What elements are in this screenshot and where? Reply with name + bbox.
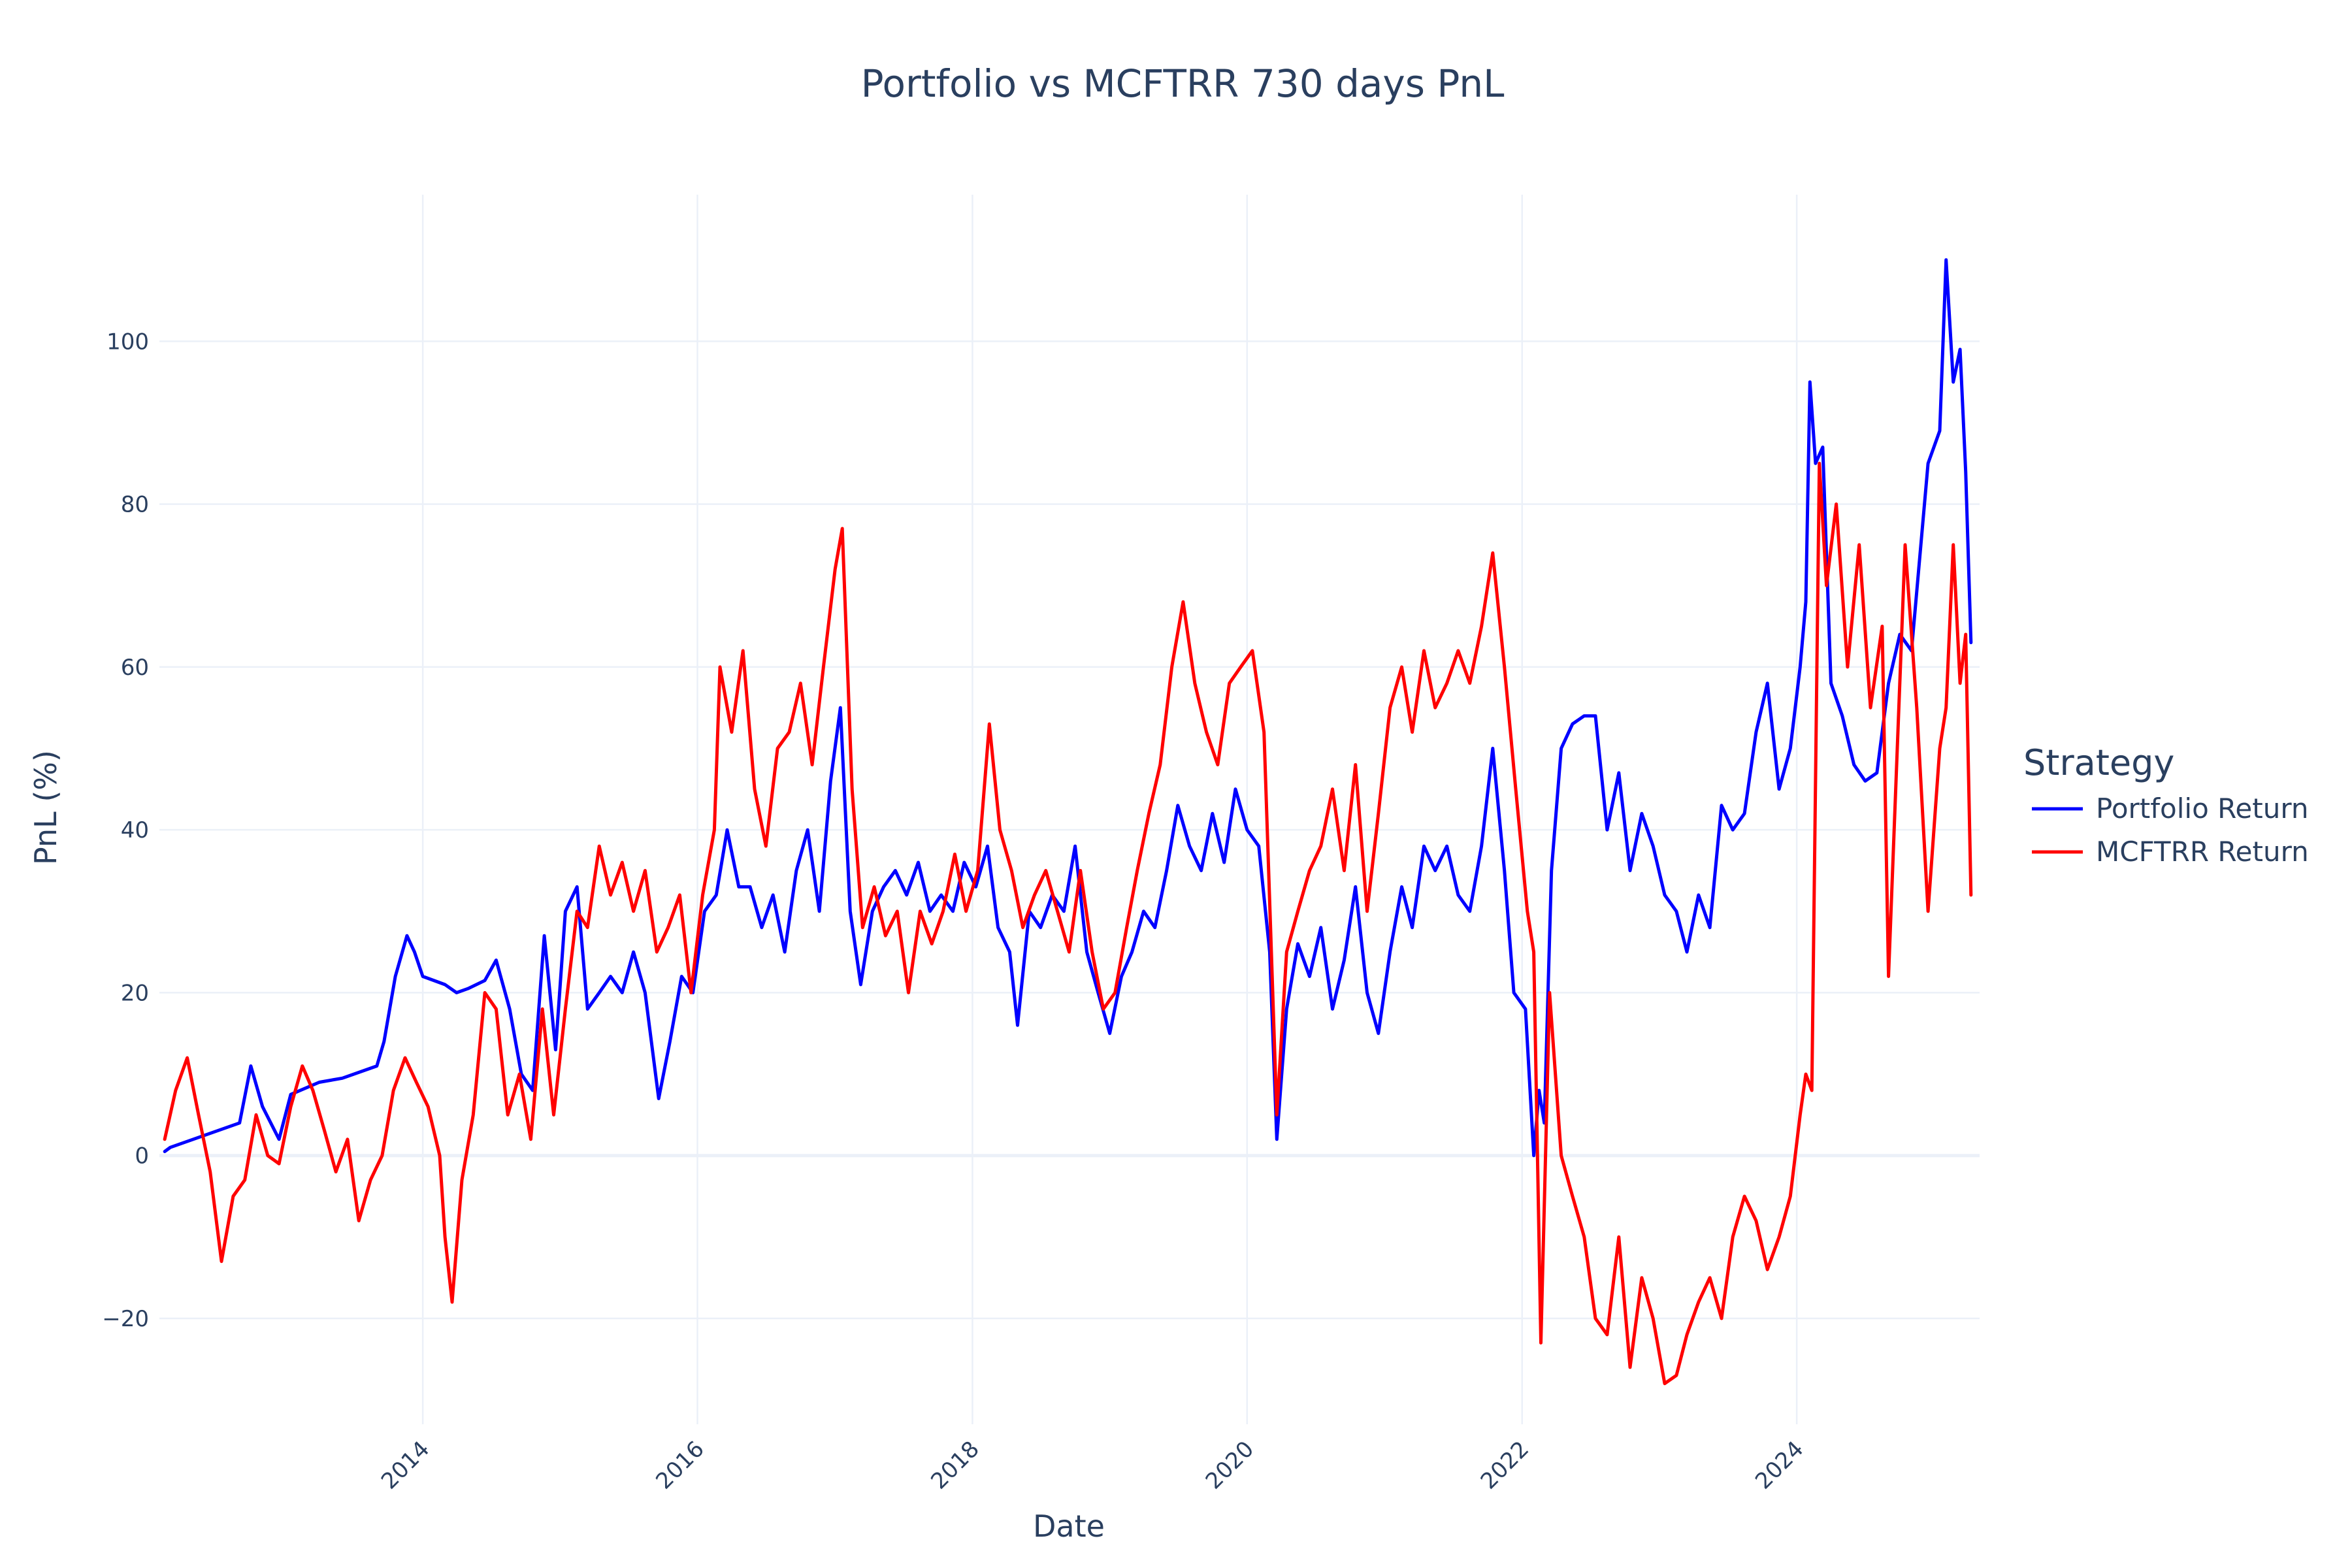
x-axis-title: Date xyxy=(1033,1509,1105,1544)
series-line-portfolio-return xyxy=(163,258,1973,1158)
y-tick-label-0: 0 xyxy=(135,1143,149,1169)
y-tick-label-neg20: −20 xyxy=(102,1306,149,1332)
series-line-mcftrr-return xyxy=(163,461,1973,1386)
legend-items: Portfolio Return MCFTRR Return xyxy=(2032,792,2309,868)
legend: Strategy Portfolio Return MCFTRR Return xyxy=(2023,742,2309,868)
chart-title: Portfolio vs MCFTRR 730 days PnL xyxy=(861,61,1505,106)
legend-title: Strategy xyxy=(2023,742,2174,783)
y-axis-title: PnL (%) xyxy=(28,750,63,865)
y-tick-label-40: 40 xyxy=(121,817,149,843)
legend-label-mcftrr-return: MCFTRR Return xyxy=(2096,836,2309,868)
y-tick-label-60: 60 xyxy=(121,655,149,681)
y-tick-label-100: 100 xyxy=(106,329,149,355)
series-layer xyxy=(163,258,1973,1386)
legend-label-portfolio-return: Portfolio Return xyxy=(2096,792,2309,825)
y-tick-label-20: 20 xyxy=(121,980,149,1006)
grid-layer xyxy=(159,195,1980,1424)
y-tick-label-80: 80 xyxy=(121,492,149,518)
